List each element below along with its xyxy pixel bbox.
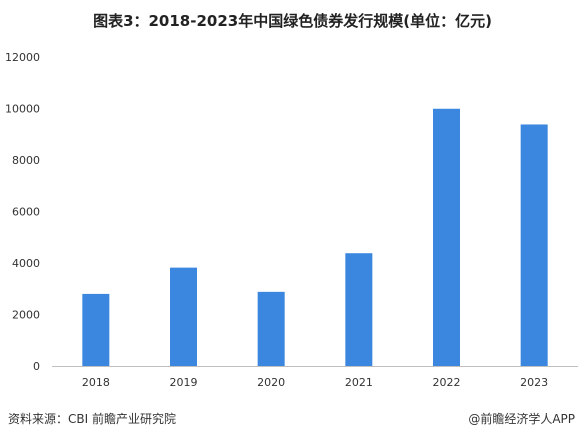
bar-2019 <box>170 267 197 366</box>
x-axis: 2018 2019 2020 2021 2022 2023 <box>82 376 548 389</box>
bar-2022 <box>433 108 460 366</box>
chart-title: 图表3：2018-2023年中国绿色债券发行规模(单位：亿元) <box>93 12 492 30</box>
credit-note: @前瞻经济学人APP <box>468 412 575 426</box>
bar-2020 <box>257 291 285 366</box>
x-tick-label: 2020 <box>257 376 285 389</box>
y-tick-label: 4000 <box>12 257 40 270</box>
x-tick-label: 2021 <box>345 376 373 389</box>
y-tick-label: 6000 <box>12 206 40 219</box>
x-tick-label: 2019 <box>170 376 198 389</box>
y-tick-label: 12000 <box>5 51 40 64</box>
y-tick-label: 10000 <box>5 103 40 116</box>
bar-2018 <box>82 293 110 366</box>
y-tick-label: 8000 <box>12 154 40 167</box>
y-axis: 0 2000 4000 6000 8000 10000 12000 <box>5 51 40 373</box>
y-tick-label: 0 <box>33 360 40 373</box>
bar-2023 <box>520 124 548 366</box>
bar-2021 <box>345 253 373 366</box>
x-tick-label: 2022 <box>433 376 461 389</box>
y-tick-label: 2000 <box>12 309 40 322</box>
x-tick-label: 2018 <box>82 376 110 389</box>
x-tick-label: 2023 <box>520 376 548 389</box>
source-note: 资料来源：CBI 前瞻产业研究院 <box>8 412 176 426</box>
bars-group <box>82 108 548 366</box>
